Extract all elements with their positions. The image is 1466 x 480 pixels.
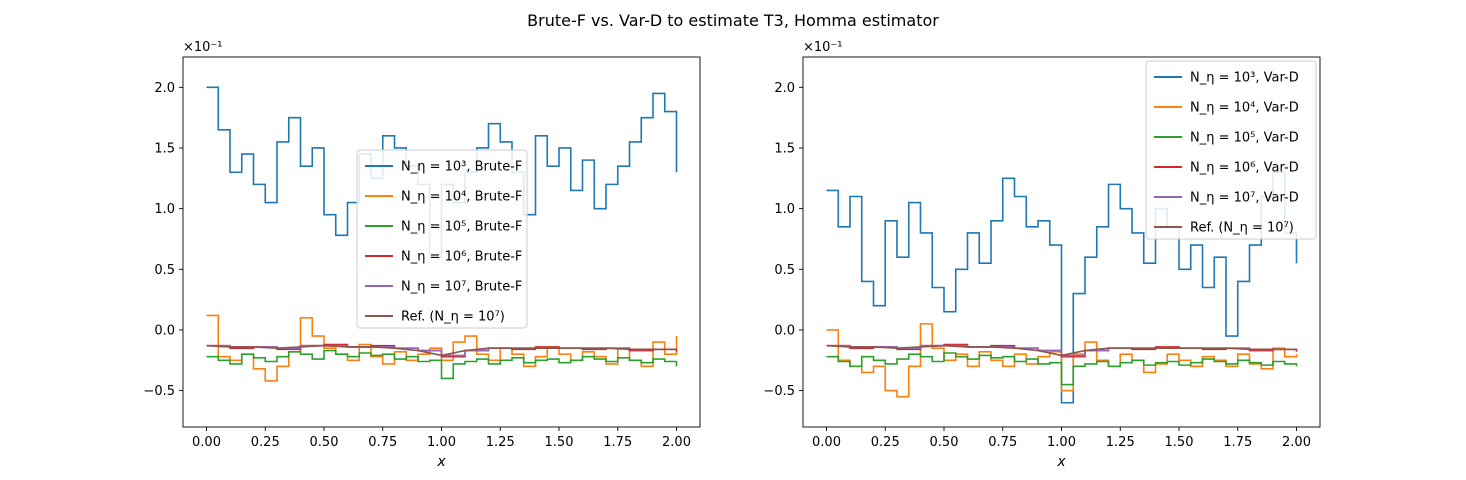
y-tick-label: −0.5 [763,384,795,399]
series-line-6 [826,344,1297,357]
series-line-3 [826,352,1298,386]
series-line-3 [206,349,678,380]
right-chart-panel: 0.00 0.25 0.50 0.75 1.00 1.25 1.50 1.75 2.00 −0.5… [763,40,1321,470]
x-tick-label: 1.25 [1106,435,1135,450]
x-tick-label: 0.75 [988,435,1017,450]
x-tick-label: 1.00 [427,435,456,450]
x-tick-label: 0.75 [368,435,397,450]
x-axis-label: x [1056,454,1066,470]
left-chart-panel: 0.00 0.25 0.50 0.75 1.00 1.25 1.50 1.75 2.00 −0.5… [143,40,701,470]
y-tick-label: 2.0 [774,81,795,96]
series-group [206,86,678,382]
legend-label: N_η = 10⁶, Brute-F [401,250,522,265]
y-tick-label: 0.5 [774,263,795,278]
x-tick-label: 1.00 [1047,435,1076,450]
x-tick-label: 0.50 [930,435,959,450]
x-tick-label: 0.00 [192,435,221,450]
x-tick-label: 1.50 [545,435,574,450]
y-tick-label: 0.5 [154,263,175,278]
y-tick-label: −0.5 [143,384,175,399]
legend-label: Ref. (N_η = 10⁷) [1190,221,1294,236]
x-tick-label: 0.25 [871,435,900,450]
figure-title: Brute-F vs. Var-D to estimate T3, Homma … [527,11,939,30]
legend-label: N_η = 10⁶, Var-D [1190,161,1299,176]
x-tick-label: 1.50 [1165,435,1194,450]
series-line-2 [826,323,1298,398]
legend: N_η = 10³, Brute-F N_η = 10⁴, Brute-F N_η … [356,149,528,329]
x-tick-label: 1.25 [486,435,515,450]
series-line-4 [826,343,1298,358]
x-tick-label: 2.00 [662,435,691,450]
series-line-4 [206,343,678,358]
legend-box [356,149,528,329]
legend: N_η = 10³, Var-D N_η = 10⁴, Var-D N_η = 10… [1145,60,1317,240]
legend-label: N_η = 10⁵, Var-D [1190,131,1299,146]
y-tick-label: 0.0 [774,323,795,338]
legend-box [1145,60,1317,240]
y-tick-label: 1.0 [154,202,175,217]
series-group [826,171,1298,404]
legend-label: N_η = 10³, Brute-F [401,160,522,175]
legend-label: N_η = 10⁴, Brute-F [401,190,522,205]
x-tick-label: 2.00 [1282,435,1311,450]
x-tick-label: 1.75 [1223,435,1252,450]
series-line-6 [206,344,677,357]
legend-label: Ref. (N_η = 10⁷) [401,310,505,325]
legend-label: N_η = 10⁵, Brute-F [401,220,522,235]
series-line-5 [206,344,677,357]
x-tick-label: 0.50 [310,435,339,450]
y-axis-multiplier: ×10⁻¹ [183,40,223,55]
x-tick-label: 1.75 [603,435,632,450]
series-line-1 [826,171,1298,404]
legend-label: N_η = 10⁴, Var-D [1190,101,1299,116]
x-tick-label: 0.00 [812,435,841,450]
y-axis-multiplier: ×10⁻¹ [803,40,843,55]
x-tick-label: 0.25 [251,435,280,450]
legend-label: N_η = 10⁷, Brute-F [401,280,522,295]
y-tick-label: 1.5 [154,141,175,156]
legend-label: N_η = 10³, Var-D [1190,71,1299,86]
x-axis-label: x [436,454,446,470]
legend-label: N_η = 10⁷, Var-D [1190,191,1299,206]
y-tick-label: 0.0 [154,323,175,338]
y-tick-label: 2.0 [154,81,175,96]
y-tick-label: 1.5 [774,141,795,156]
y-tick-label: 1.0 [774,202,795,217]
